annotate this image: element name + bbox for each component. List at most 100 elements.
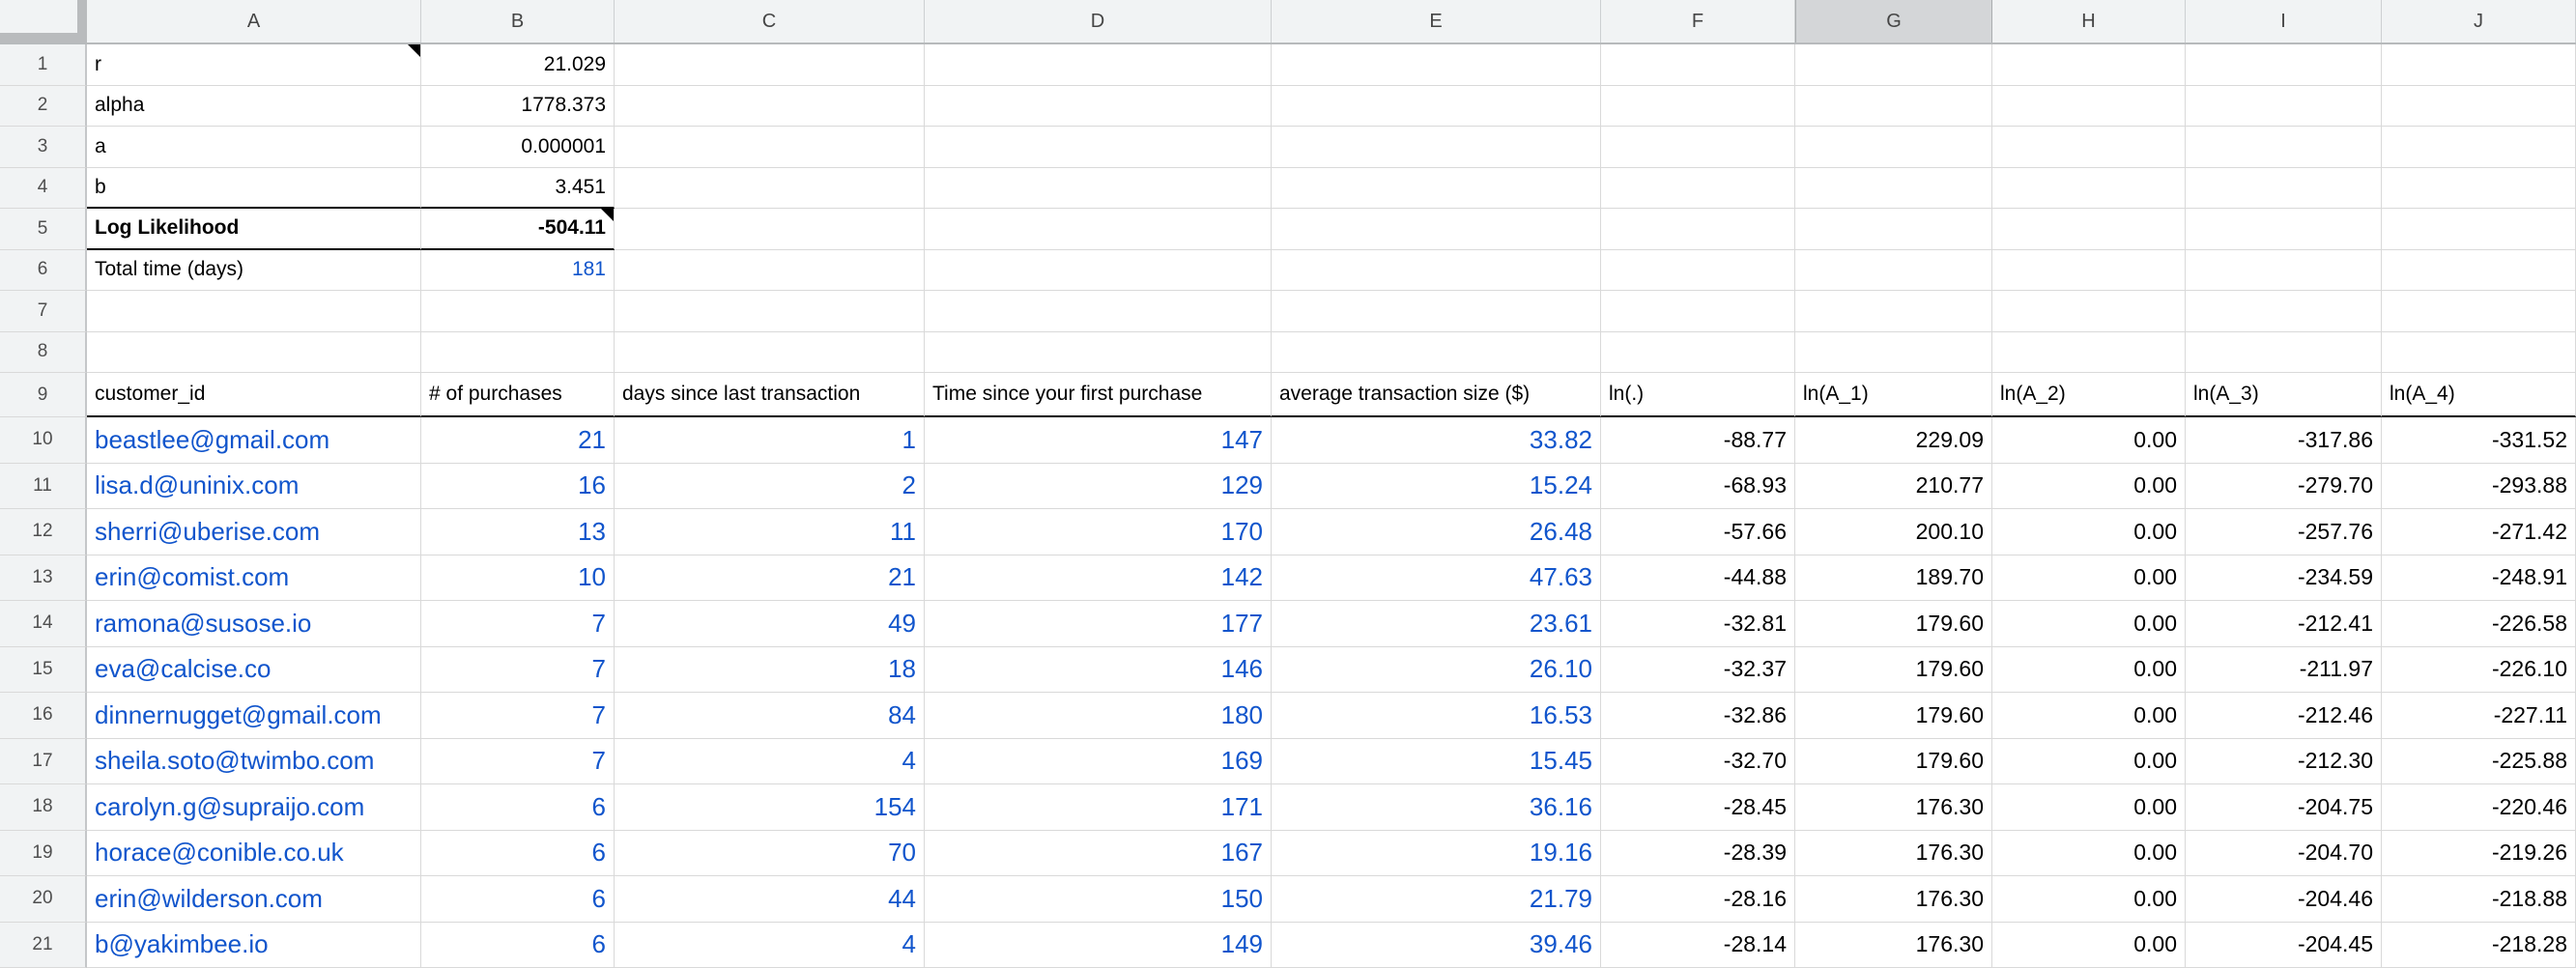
cell-J19[interactable]: -219.26 [2382,830,2576,876]
cell-A9[interactable]: customer_id [87,373,421,417]
cell-G1[interactable] [1795,44,1992,86]
cell-I2[interactable] [2186,85,2382,127]
row-header-8[interactable]: 8 [0,331,87,373]
cell-D14[interactable]: 177 [925,601,1272,647]
cell-D19[interactable]: 167 [925,830,1272,876]
cell-A5[interactable]: Log Likelihood [87,209,421,250]
cell-H8[interactable] [1992,331,2186,373]
cell-D18[interactable]: 171 [925,784,1272,831]
cell-E4[interactable] [1272,167,1601,209]
cell-F3[interactable] [1601,127,1795,168]
cell-D12[interactable]: 170 [925,509,1272,555]
cell-E9[interactable]: average transaction size ($) [1272,373,1601,417]
column-header-C[interactable]: C [615,0,925,43]
select-all-corner[interactable] [0,0,87,43]
cell-J1[interactable] [2382,44,2576,86]
row-header-13[interactable]: 13 [0,555,87,601]
cell-B12[interactable]: 13 [421,509,615,555]
cell-G5[interactable] [1795,209,1992,250]
cell-G8[interactable] [1795,331,1992,373]
cell-B11[interactable]: 16 [421,463,615,509]
cell-G10[interactable]: 229.09 [1795,417,1992,464]
cell-E19[interactable]: 19.16 [1272,830,1601,876]
cell-J20[interactable]: -218.88 [2382,876,2576,923]
cell-G9[interactable]: ln(A_1) [1795,373,1992,417]
cell-E8[interactable] [1272,331,1601,373]
cell-D20[interactable]: 150 [925,876,1272,923]
cell-F15[interactable]: -32.37 [1601,646,1795,693]
cell-I19[interactable]: -204.70 [2186,830,2382,876]
cell-G14[interactable]: 179.60 [1795,601,1992,647]
cell-G16[interactable]: 179.60 [1795,693,1992,739]
cell-H14[interactable]: 0.00 [1992,601,2186,647]
cell-C1[interactable] [615,44,925,86]
cell-A11[interactable]: lisa.d@uninix.com [87,463,421,509]
cell-J10[interactable]: -331.52 [2382,417,2576,464]
row-header-10[interactable]: 10 [0,417,87,464]
cell-B1[interactable]: 21.029 [421,44,615,86]
cell-H7[interactable] [1992,291,2186,332]
cell-H12[interactable]: 0.00 [1992,509,2186,555]
row-header-11[interactable]: 11 [0,463,87,509]
cell-B19[interactable]: 6 [421,830,615,876]
cell-G2[interactable] [1795,85,1992,127]
cell-F2[interactable] [1601,85,1795,127]
cell-D1[interactable] [925,44,1272,86]
cell-G20[interactable]: 176.30 [1795,876,1992,923]
cell-J4[interactable] [2382,167,2576,209]
cell-F1[interactable] [1601,44,1795,86]
column-header-D[interactable]: D [925,0,1272,43]
row-header-14[interactable]: 14 [0,601,87,647]
column-header-B[interactable]: B [421,0,615,43]
cell-G13[interactable]: 189.70 [1795,555,1992,601]
cell-C10[interactable]: 1 [615,417,925,464]
cell-C8[interactable] [615,331,925,373]
cell-J3[interactable] [2382,127,2576,168]
cell-I7[interactable] [2186,291,2382,332]
cell-B10[interactable]: 21 [421,417,615,464]
cell-I9[interactable]: ln(A_3) [2186,373,2382,417]
cell-B16[interactable]: 7 [421,693,615,739]
row-header-16[interactable]: 16 [0,693,87,739]
cell-H10[interactable]: 0.00 [1992,417,2186,464]
cell-F12[interactable]: -57.66 [1601,509,1795,555]
cell-C13[interactable]: 21 [615,555,925,601]
cell-B4[interactable]: 3.451 [421,167,615,209]
cell-D5[interactable] [925,209,1272,250]
cell-F16[interactable]: -32.86 [1601,693,1795,739]
row-header-20[interactable]: 20 [0,876,87,923]
cell-I11[interactable]: -279.70 [2186,463,2382,509]
cell-H3[interactable] [1992,127,2186,168]
cell-G11[interactable]: 210.77 [1795,463,1992,509]
cell-H13[interactable]: 0.00 [1992,555,2186,601]
cell-D17[interactable]: 169 [925,738,1272,784]
cell-C5[interactable] [615,209,925,250]
row-header-3[interactable]: 3 [0,127,87,168]
cell-I16[interactable]: -212.46 [2186,693,2382,739]
cell-G4[interactable] [1795,167,1992,209]
cell-F14[interactable]: -32.81 [1601,601,1795,647]
cell-F10[interactable]: -88.77 [1601,417,1795,464]
cell-B8[interactable] [421,331,615,373]
cell-I17[interactable]: -212.30 [2186,738,2382,784]
cell-D8[interactable] [925,331,1272,373]
cell-A3[interactable]: a [87,127,421,168]
cell-E5[interactable] [1272,209,1601,250]
cell-I8[interactable] [2186,331,2382,373]
cell-C14[interactable]: 49 [615,601,925,647]
cell-H21[interactable]: 0.00 [1992,922,2186,968]
cell-H16[interactable]: 0.00 [1992,693,2186,739]
cell-C16[interactable]: 84 [615,693,925,739]
cell-F21[interactable]: -28.14 [1601,922,1795,968]
cell-I5[interactable] [2186,209,2382,250]
cell-H9[interactable]: ln(A_2) [1992,373,2186,417]
cell-G12[interactable]: 200.10 [1795,509,1992,555]
row-header-7[interactable]: 7 [0,291,87,332]
cell-F18[interactable]: -28.45 [1601,784,1795,831]
cell-C2[interactable] [615,85,925,127]
cell-F20[interactable]: -28.16 [1601,876,1795,923]
cell-B13[interactable]: 10 [421,555,615,601]
cell-J14[interactable]: -226.58 [2382,601,2576,647]
cell-C17[interactable]: 4 [615,738,925,784]
cell-J21[interactable]: -218.28 [2382,922,2576,968]
